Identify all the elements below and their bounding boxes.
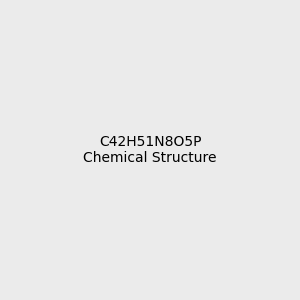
Text: C42H51N8O5P
Chemical Structure: C42H51N8O5P Chemical Structure: [83, 135, 217, 165]
